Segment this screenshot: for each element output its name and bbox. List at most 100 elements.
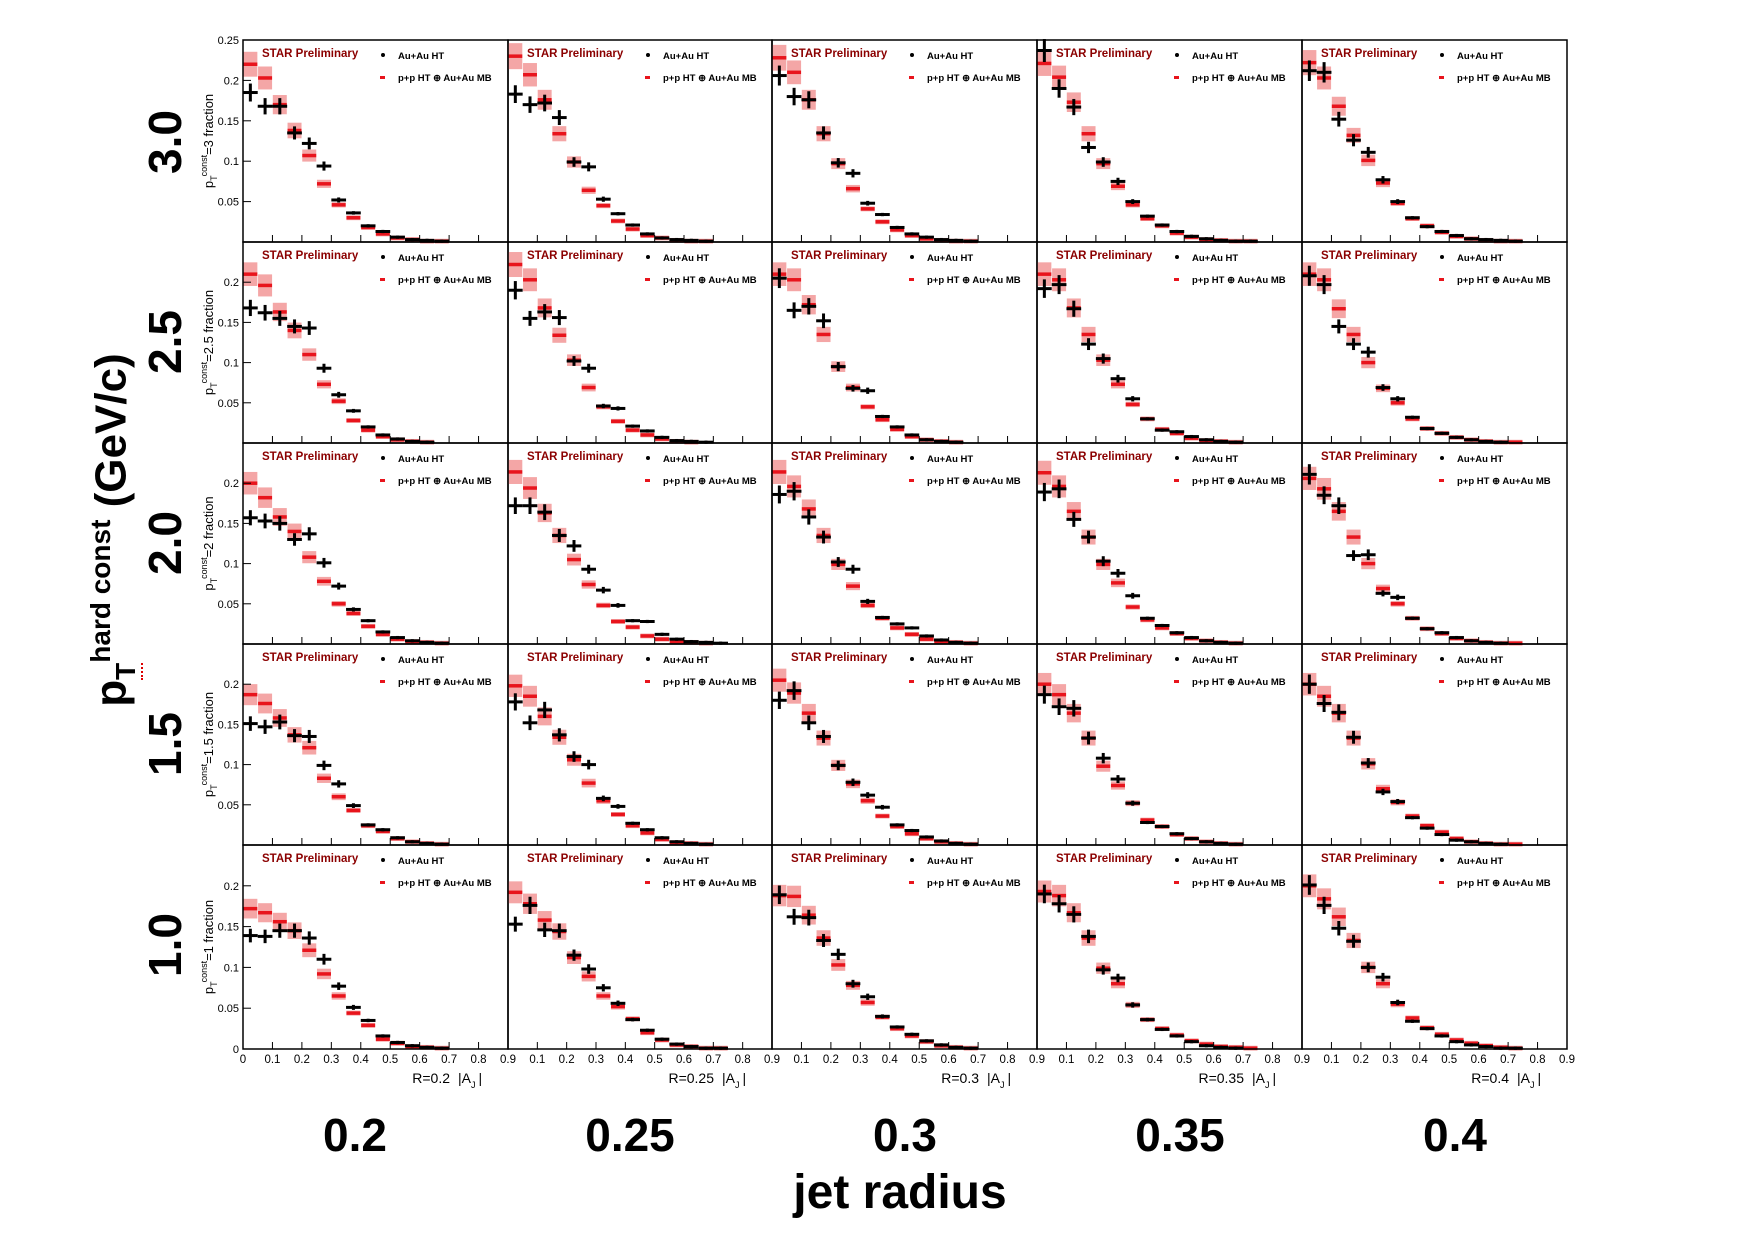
legend-pp-marker — [1439, 278, 1444, 281]
legend-auau-marker — [1175, 53, 1179, 57]
x-tick-label: 0.9 — [500, 1054, 516, 1066]
legend-auau-label: Au+Au HT — [1192, 856, 1238, 867]
legend-auau-marker — [381, 456, 385, 460]
legend-pp-marker — [1174, 479, 1179, 482]
panel-r0-c1: STAR Preliminary Au+Au HT p+p HT ⊕ Au+Au M… — [507, 39, 773, 244]
star-preliminary-label: STAR Preliminary — [262, 853, 359, 865]
legend-auau-marker — [646, 255, 650, 259]
legend-auau-label: Au+Au HT — [663, 655, 709, 666]
ylabel-eq: =3 fraction — [201, 94, 216, 155]
y-tick-label: 0.2 — [224, 881, 239, 893]
star-preliminary-label: STAR Preliminary — [1056, 451, 1153, 463]
legend-auau-marker — [1440, 456, 1444, 460]
panel-r1-c0: STAR Preliminary Au+Au HT p+p HT ⊕ Au+Au M… — [199, 241, 509, 445]
aj-label: |AJ | — [1517, 1070, 1541, 1090]
ylabel-p: p — [201, 181, 216, 188]
legend-auau-label: Au+Au HT — [1457, 454, 1503, 465]
panel-r2-c1: STAR Preliminary Au+Au HT p+p HT ⊕ Au+Au M… — [507, 442, 773, 646]
ylabel-sup: const — [199, 361, 209, 383]
panel-frame — [771, 442, 1038, 645]
legend-pp-marker — [645, 76, 650, 79]
legend-auau-label: Au+Au HT — [663, 454, 709, 465]
legend-auau-label: Au+Au HT — [1457, 856, 1503, 867]
x-tick-label: 0.3 — [323, 1054, 339, 1066]
x-tick-label: 0.2 — [823, 1054, 839, 1066]
radius-label: R=0.2 — [412, 1070, 450, 1086]
legend-pp-label: p+p HT ⊕ Au+Au MB — [1192, 677, 1286, 688]
legend-pp-marker — [645, 278, 650, 281]
legend-pp-marker — [1174, 76, 1179, 79]
aj-label-sub: J — [1265, 1080, 1270, 1090]
y-tick-label: 0.15 — [218, 719, 239, 731]
ylabel-p: p — [201, 388, 216, 395]
x-tick-label: 0.1 — [264, 1054, 280, 1066]
x-tick-label: 0.1 — [793, 1054, 809, 1066]
panel-frame — [1036, 39, 1303, 243]
x-tick-label: 0.6 — [1471, 1054, 1487, 1066]
aj-label-sub: J — [1530, 1080, 1535, 1090]
ylabel-p: p — [201, 987, 216, 994]
panel-frame — [1036, 442, 1303, 645]
ylabel-sup: const — [199, 154, 209, 176]
x-tick-label: 0.7 — [441, 1054, 457, 1066]
star-preliminary-label: STAR Preliminary — [527, 652, 624, 664]
legend-auau-label: Au+Au HT — [398, 856, 444, 867]
legend-auau-marker — [381, 657, 385, 661]
legend-pp-marker — [909, 479, 914, 482]
legend-pp-label: p+p HT ⊕ Au+Au MB — [663, 677, 757, 688]
legend-pp-marker — [1174, 680, 1179, 683]
legend-auau-marker — [381, 858, 385, 862]
legend-pp-label: p+p HT ⊕ Au+Au MB — [398, 476, 492, 487]
panel-frame — [1301, 844, 1568, 1050]
legend-pp-label: p+p HT ⊕ Au+Au MB — [1192, 73, 1286, 84]
legend-auau-label: Au+Au HT — [663, 253, 709, 264]
x-tick-label: 0.4 — [1412, 1054, 1429, 1066]
star-preliminary-label: STAR Preliminary — [262, 451, 359, 463]
x-tick-label: 0.6 — [941, 1054, 957, 1066]
x-tick-label: 0.5 — [382, 1054, 398, 1066]
row-axis-title-unit: (GeV/c) — [86, 353, 136, 508]
star-preliminary-label: STAR Preliminary — [262, 250, 359, 262]
legend-pp-label: p+p HT ⊕ Au+Au MB — [663, 878, 757, 889]
legend-pp-label: p+p HT ⊕ Au+Au MB — [1192, 878, 1286, 889]
star-preliminary-label: STAR Preliminary — [791, 48, 888, 60]
aj-label-sub: J — [471, 1080, 476, 1090]
panel-r0-c3: STAR Preliminary Au+Au HT p+p HT ⊕ Au+Au M… — [1036, 39, 1303, 244]
legend-auau-marker — [910, 255, 914, 259]
legend-auau-label: Au+Au HT — [927, 51, 973, 62]
legend-pp-label: p+p HT ⊕ Au+Au MB — [1192, 275, 1286, 286]
star-preliminary-label: STAR Preliminary — [527, 48, 624, 60]
legend-pp-label: p+p HT ⊕ Au+Au MB — [398, 677, 492, 688]
x-tick-label: 0.8 — [1000, 1054, 1016, 1066]
star-preliminary-label: STAR Preliminary — [791, 250, 888, 262]
row-axis-title-sup: hard const — [85, 519, 116, 663]
x-tick-label: 0.5 — [911, 1054, 927, 1066]
panel-y-axis-label: pTconst=2.5 fraction — [199, 290, 219, 395]
ylabel-sup: const — [199, 960, 209, 982]
x-tick-label: 0.9 — [1294, 1054, 1310, 1066]
x-tick-label: 0.3 — [1117, 1054, 1133, 1066]
y-tick-label: 0 — [233, 1044, 239, 1056]
legend-pp-label: p+p HT ⊕ Au+Au MB — [1457, 677, 1551, 688]
legend-auau-label: Au+Au HT — [663, 856, 709, 867]
legend-pp-marker — [1439, 479, 1444, 482]
legend-pp-marker — [645, 680, 650, 683]
column-value-label: 0.2 — [323, 1109, 387, 1161]
x-tick-label: 0.9 — [764, 1054, 780, 1066]
panel-r3-c2: STAR Preliminary Au+Au HT p+p HT ⊕ Au+Au M… — [771, 643, 1038, 847]
panel-r4-c3: STAR Preliminary Au+Au HT p+p HT ⊕ Au+Au M… — [1036, 844, 1310, 1090]
panel-frame — [507, 241, 773, 444]
radius-label: R=0.25 — [668, 1070, 714, 1086]
panel-frame — [1036, 844, 1303, 1050]
y-tick-label: 0.05 — [218, 398, 239, 410]
x-tick-label: 0.4 — [617, 1054, 634, 1066]
radius-label: R=0.3 — [941, 1070, 979, 1086]
star-preliminary-label: STAR Preliminary — [1056, 652, 1153, 664]
legend-auau-label: Au+Au HT — [398, 454, 444, 465]
ylabel-sup: const — [199, 763, 209, 785]
star-preliminary-label: STAR Preliminary — [791, 853, 888, 865]
x-tick-label: 0.2 — [559, 1054, 575, 1066]
y-tick-label: 0.05 — [218, 599, 239, 611]
row-value-label: 3.0 — [139, 110, 191, 174]
